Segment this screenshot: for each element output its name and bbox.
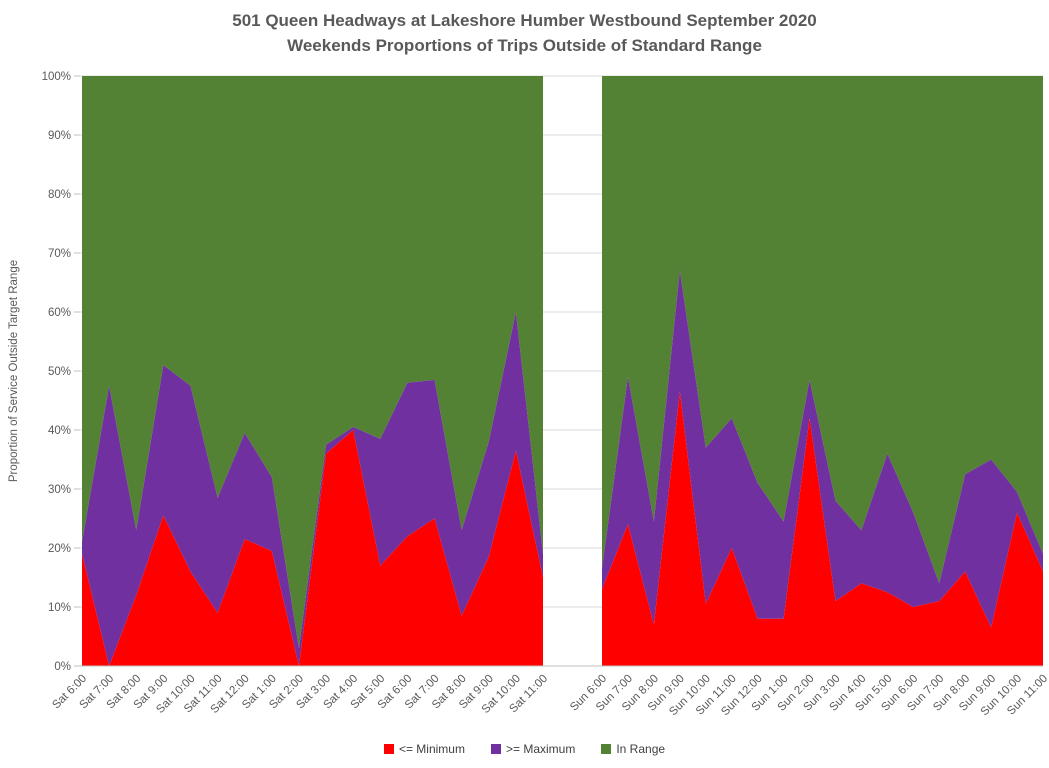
area-in-range-saturday [82, 76, 543, 649]
chart-title-line2: Weekends Proportions of Trips Outside of… [287, 36, 762, 55]
legend-swatch-icon [490, 744, 501, 754]
y-tick-label: 60% [48, 307, 71, 319]
y-tick-label: 50% [48, 366, 71, 378]
area-in-range-sunday [602, 76, 1043, 584]
area-ge-maximum-sunday [602, 270, 1043, 628]
y-tick-label: 80% [48, 189, 71, 201]
area-le-minimum-sunday [602, 391, 1043, 666]
legend-label: In Range [616, 742, 666, 756]
area-ge-maximum-saturday [82, 312, 543, 666]
y-tick-label: 40% [48, 425, 71, 437]
y-tick-label: 70% [48, 248, 71, 260]
chart-title: 501 Queen Headways at Lakeshore Humber W… [0, 8, 1049, 58]
y-tick-label: 90% [48, 130, 71, 142]
y-tick-label: 0% [54, 661, 71, 673]
y-tick-label: 10% [48, 602, 71, 614]
chart-title-line1: 501 Queen Headways at Lakeshore Humber W… [232, 11, 817, 30]
y-tick-label: 30% [48, 484, 71, 496]
legend-swatch-icon [601, 744, 612, 754]
legend-item: >= Maximum [490, 742, 576, 756]
y-axis-title: Proportion of Service Outside Target Ran… [8, 260, 20, 482]
legend-label: <= Minimum [398, 742, 465, 756]
y-tick-label: 100% [42, 71, 71, 83]
legend-item: In Range [601, 742, 665, 756]
chart-legend: <= Minimum >= Maximum In Range [0, 742, 1049, 756]
legend-label: >= Maximum [505, 742, 576, 756]
area-le-minimum-saturday [82, 430, 543, 666]
legend-swatch-icon [383, 744, 394, 754]
y-tick-label: 20% [48, 543, 71, 555]
legend-item: <= Minimum [383, 742, 465, 756]
